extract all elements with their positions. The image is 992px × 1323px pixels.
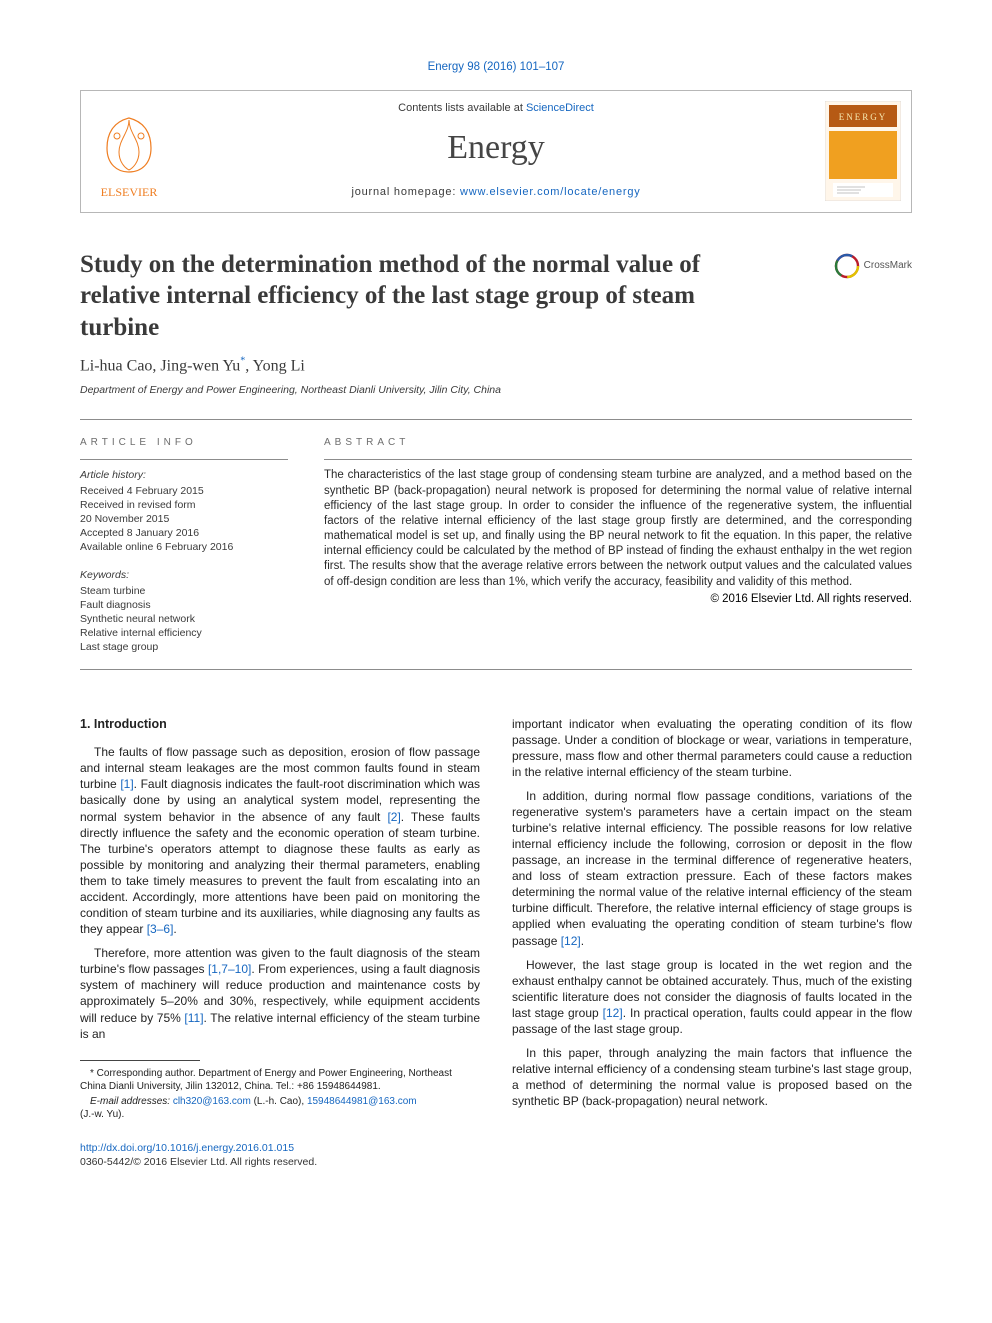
crossmark-icon [834, 253, 860, 279]
abstract-label: ABSTRACT [324, 436, 912, 450]
contents-line: Contents lists available at ScienceDirec… [185, 101, 807, 116]
author-affiliation: Department of Energy and Power Engineeri… [80, 383, 912, 397]
author-list: Li-hua Cao, Jing-wen Yu*, Yong Li [80, 355, 912, 377]
footnote-block: * Corresponding author. Department of En… [80, 1060, 480, 1121]
body-text: . These faults directly influence the sa… [80, 810, 480, 937]
keywords-label: Keywords: [80, 568, 288, 582]
homepage-prefix: journal homepage: [351, 186, 460, 198]
crossmark-label: CrossMark [864, 259, 912, 273]
journal-header-box: ELSEVIER Contents lists available at Sci… [80, 90, 912, 214]
article-title: Study on the determination method of the… [80, 249, 912, 343]
svg-text:ENERGY: ENERGY [839, 112, 888, 122]
journal-name: Energy [185, 125, 807, 171]
doi-link[interactable]: http://dx.doi.org/10.1016/j.energy.2016.… [80, 1142, 294, 1154]
history-item: Received in revised form [80, 498, 288, 512]
intro-heading: 1. Introduction [80, 716, 480, 733]
citation-ref[interactable]: [1,7–10] [208, 962, 251, 976]
history-item: Available online 6 February 2016 [80, 540, 288, 554]
keyword-item: Last stage group [80, 640, 288, 654]
history-item: Received 4 February 2015 [80, 484, 288, 498]
body-paragraph: However, the last stage group is located… [512, 957, 912, 1037]
rule-bottom [80, 669, 912, 670]
body-two-column: 1. Introduction The faults of flow passa… [80, 716, 912, 1121]
corresponding-author-footnote: * Corresponding author. Department of En… [80, 1067, 480, 1093]
author-email-link[interactable]: clh320@163.com [173, 1096, 251, 1107]
body-paragraph: In this paper, through analyzing the mai… [512, 1045, 912, 1109]
body-paragraph: Therefore, more attention was given to t… [80, 945, 480, 1041]
author-email-link[interactable]: 15948644981@163.com [307, 1096, 417, 1107]
abstract-copyright: © 2016 Elsevier Ltd. All rights reserved… [324, 592, 912, 608]
abstract-column: ABSTRACT The characteristics of the last… [324, 436, 912, 655]
keyword-item: Fault diagnosis [80, 598, 288, 612]
journal-homepage-line: journal homepage: www.elsevier.com/locat… [185, 185, 807, 200]
citation-ref[interactable]: [3–6] [147, 922, 174, 936]
body-paragraph: The faults of flow passage such as depos… [80, 744, 480, 937]
publisher-logo-cell: ELSEVIER [81, 91, 177, 213]
crossmark-badge[interactable]: CrossMark [834, 253, 912, 279]
elsevier-logo: ELSEVIER [89, 112, 169, 202]
article-bottom-meta: http://dx.doi.org/10.1016/j.energy.2016.… [80, 1141, 912, 1169]
body-text: In addition, during normal flow passage … [512, 789, 912, 948]
emails-label: E-mail addresses: [90, 1096, 173, 1107]
keyword-item: Relative internal efficiency [80, 626, 288, 640]
keyword-item: Synthetic neural network [80, 612, 288, 626]
history-item: Accepted 8 January 2016 [80, 526, 288, 540]
author-names-2: , Yong Li [245, 357, 305, 374]
article-info-column: ARTICLE INFO Article history: Received 4… [80, 436, 288, 655]
citation-ref[interactable]: [12] [561, 934, 581, 948]
body-text: . [581, 934, 584, 948]
contents-prefix: Contents lists available at [398, 102, 526, 114]
journal-cover-thumbnail: ENERGY [825, 101, 901, 201]
keyword-item: Steam turbine [80, 584, 288, 598]
citation-ref[interactable]: [1] [120, 777, 133, 791]
abstract-text: The characteristics of the last stage gr… [324, 468, 912, 589]
article-info-label: ARTICLE INFO [80, 436, 288, 450]
email-footnote: E-mail addresses: clh320@163.com (L.-h. … [80, 1095, 480, 1121]
citation-ref[interactable]: [11] [184, 1011, 203, 1025]
article-citation: Energy 98 (2016) 101–107 [80, 60, 912, 76]
elsevier-wordmark: ELSEVIER [101, 185, 158, 199]
citation-ref[interactable]: [12] [603, 1006, 623, 1020]
sciencedirect-link[interactable]: ScienceDirect [526, 102, 594, 114]
email-name: (J.-w. Yu). [80, 1109, 124, 1120]
email-name: (L.-h. Cao), [251, 1096, 307, 1107]
body-paragraph: important indicator when evaluating the … [512, 716, 912, 780]
body-paragraph: In addition, during normal flow passage … [512, 788, 912, 949]
journal-homepage-link[interactable]: www.elsevier.com/locate/energy [460, 186, 641, 198]
history-label: Article history: [80, 468, 288, 482]
body-text: . [173, 922, 176, 936]
history-item: 20 November 2015 [80, 512, 288, 526]
citation-ref[interactable]: [2] [387, 810, 400, 824]
abstract-rule [324, 459, 912, 460]
author-names-1: Li-hua Cao, Jing-wen Yu [80, 357, 240, 374]
journal-cover-cell: ENERGY [815, 91, 911, 213]
article-info-rule [80, 459, 288, 460]
issn-copyright-line: 0360-5442/© 2016 Elsevier Ltd. All right… [80, 1156, 317, 1168]
footnote-separator [80, 1060, 200, 1061]
